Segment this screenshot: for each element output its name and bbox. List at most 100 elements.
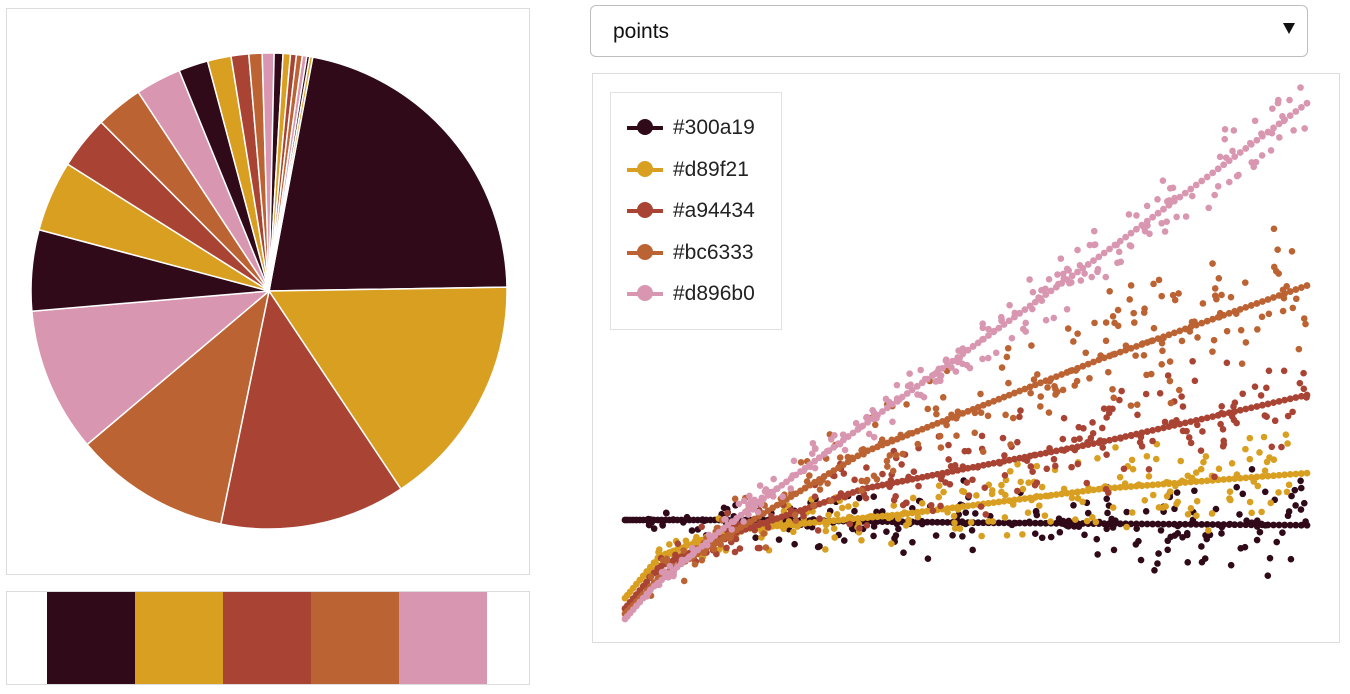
scatter-point [964,502,972,510]
scatter-point [845,503,852,510]
scatter-point [1197,447,1205,454]
scatter-point [921,375,929,383]
scatter-point [1178,393,1185,400]
scatter-point [806,463,814,471]
scatter-point [1286,521,1294,529]
scatter-point [1246,498,1254,506]
scatter-point [900,549,907,556]
scatter-point [693,533,700,541]
scatter-point [769,493,777,500]
scatter-point [1242,145,1250,152]
scatter-point [1176,193,1184,201]
pie-slice-3 [219,289,403,530]
scatter-point [1127,483,1135,490]
scatter-point [1253,536,1261,544]
scatter-point [1246,139,1254,147]
scatter-point [1140,309,1148,316]
chart-type-select[interactable]: points [590,5,1308,57]
scatter-point [1147,337,1155,345]
scatter-point [1264,472,1272,480]
scatter-point [894,515,902,522]
scatter-point [1083,517,1091,525]
scatter-point [870,472,878,480]
scatter-point [1212,505,1220,513]
scatter-point [945,456,952,463]
scatter-point [950,512,958,520]
scatter-point [1127,344,1135,352]
scatter-point [1275,292,1283,299]
scatter-point [913,382,921,390]
scatter-point [1237,544,1245,552]
scatter-point [852,419,860,427]
scatter-point [1076,435,1083,443]
scatter-point [751,496,758,504]
scatter-point [1173,213,1180,221]
scatter-point [1095,253,1103,261]
scatter-point [1271,417,1279,425]
scatter-point [1258,508,1265,516]
scatter-point [1133,212,1140,219]
scatter-point [1089,513,1096,521]
scatter-point [669,516,677,523]
scatter-point [1004,344,1012,352]
scatter-point [1135,481,1143,488]
scatter-point [884,463,891,470]
scatter-point [730,518,738,525]
scatter-point [949,504,957,512]
palette-swatch-3 [223,592,311,684]
scatter-point [904,382,912,390]
palette-swatch-1 [47,592,135,684]
scatter-point [1160,520,1167,528]
scatter-point [1117,435,1125,442]
scatter-point [1280,294,1288,302]
scatter-point [768,513,775,520]
scatter-point [936,432,944,440]
scatter-point [1242,339,1250,346]
scatter-point [909,504,916,512]
scatter-point [1109,524,1117,531]
scatter-point [1099,424,1106,432]
scatter-point [870,409,878,417]
scatter-point [998,317,1005,325]
scatter-point [1163,492,1171,500]
scatter-point [1258,401,1266,409]
scatter-point [932,405,940,412]
scatter-point [1106,288,1113,295]
scatter-point [762,544,770,551]
scatter-point [969,546,976,554]
scatter-point [898,461,905,468]
scatter-point [1164,537,1172,545]
scatter-point [831,431,838,439]
scatter-point [647,573,655,581]
scatter-point [902,522,910,529]
scatter-point [1090,440,1097,448]
scatter-point [959,463,967,470]
scatter-point [1022,319,1030,327]
scatter-point [1112,444,1119,451]
scatter-point [896,395,903,403]
scatter-point [1186,328,1194,335]
scatter-point [1103,525,1110,533]
scatter-point [1302,320,1309,328]
scatter-point [1226,495,1233,502]
scatter-point [1198,177,1206,185]
scatter-point [1127,282,1135,289]
legend-label: #a94434 [673,199,755,222]
scatter-point [1084,360,1092,368]
scatter-point [1089,419,1096,426]
scatter-point [775,536,783,543]
scatter-point [1133,342,1140,350]
scatter-point [1016,495,1024,503]
scatter-point [698,556,706,564]
scatter-point [1149,481,1157,489]
scatter-point [1109,351,1117,358]
legend-label: #d896b0 [673,282,755,305]
scatter-point [1123,523,1130,531]
scatter-point [1238,360,1246,368]
scatter-point [1070,523,1078,530]
scatter-point [923,507,931,515]
scatter-point [1060,485,1068,493]
scatter-point [1104,368,1112,376]
scatter-point [822,521,830,529]
scatter-point [1059,435,1067,443]
